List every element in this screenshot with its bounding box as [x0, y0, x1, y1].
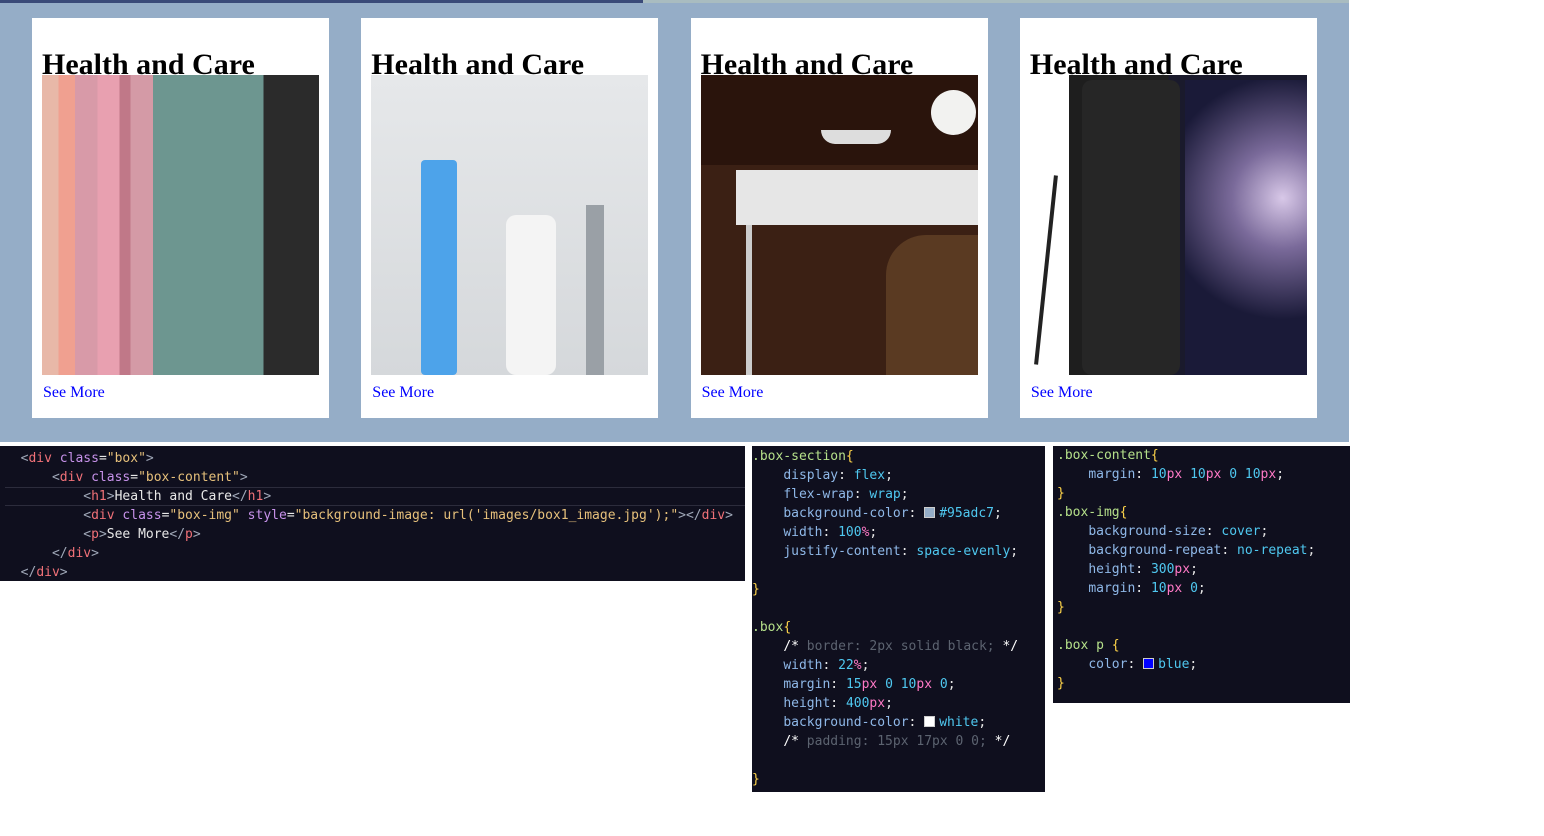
- image-shape: [1033, 175, 1058, 365]
- see-more-link[interactable]: See More: [43, 384, 105, 401]
- box: Health and Care See More: [690, 18, 988, 418]
- code-line: </div>: [20, 565, 68, 580]
- code-line: [752, 599, 1045, 618]
- see-more-link[interactable]: See More: [1030, 384, 1093, 401]
- color-swatch: [1143, 658, 1155, 669]
- image-shape: [1081, 80, 1180, 375]
- code-line: width: 100%;: [783, 525, 878, 540]
- code-line: /* border: 2px solid black; */: [783, 639, 1019, 654]
- html-code-panel: <div class="box"> <div class="box-conten…: [0, 446, 745, 581]
- image-shape: [820, 130, 891, 144]
- image-shape: [586, 205, 605, 375]
- image-shape: [506, 215, 557, 375]
- code-line: height: 300px;: [1088, 562, 1198, 577]
- code-line: [1057, 617, 1350, 636]
- code-line: justify-content: space-evenly;: [783, 544, 1019, 559]
- image-shape: [1184, 80, 1307, 375]
- code-line: .box{: [752, 620, 792, 635]
- box: Health and Care See More: [361, 18, 659, 418]
- box: Health and Care See More: [32, 18, 329, 418]
- code-line: .box-img{: [1057, 505, 1128, 520]
- box-img: [700, 75, 978, 375]
- code-line: display: flex;: [783, 468, 893, 483]
- code-line: background-color: white;: [783, 715, 987, 730]
- image-shape: [421, 160, 458, 375]
- code-line: </div>: [51, 546, 99, 561]
- code-line: <h1>Health and Care</h1>: [5, 487, 745, 506]
- top-stripe: [0, 0, 643, 3]
- color-swatch: [924, 716, 936, 727]
- code-line: }: [1057, 600, 1065, 615]
- code-line: [752, 751, 1045, 770]
- code-line: [752, 561, 1045, 580]
- code-line: margin: 15px 0 10px 0;: [783, 677, 956, 692]
- top-stripe: [643, 0, 1349, 3]
- code-line: .box-section{: [752, 449, 854, 464]
- code-line: margin: 10px 10px 0 10px;: [1088, 467, 1285, 482]
- code-line: margin: 10px 0;: [1088, 581, 1206, 596]
- code-line: }: [752, 772, 760, 787]
- image-shape: [745, 225, 752, 375]
- box: Health and Care See More: [1019, 18, 1317, 418]
- see-more-link[interactable]: See More: [701, 384, 764, 401]
- code-line: .box p {: [1057, 638, 1120, 653]
- image-shape: [735, 170, 978, 225]
- see-more-link[interactable]: See More: [372, 384, 435, 401]
- code-line: /* padding: 15px 17px 0 0; */: [783, 734, 1011, 749]
- code-line: <div class="box-img" style="background-i…: [83, 508, 733, 523]
- code-line: <div class="box-content">: [51, 470, 248, 485]
- code-line: background-size: cover;: [1088, 524, 1269, 539]
- code-line: .box-content{: [1057, 448, 1159, 463]
- code-line: <div class="box">: [20, 451, 154, 466]
- code-line: flex-wrap: wrap;: [783, 487, 909, 502]
- code-line: }: [1057, 676, 1065, 691]
- code-line: width: 22%;: [783, 658, 870, 673]
- color-swatch: [924, 507, 936, 518]
- code-line: background-color: #95adc7;: [783, 506, 1002, 521]
- code-line: background-repeat: no-repeat;: [1088, 543, 1316, 558]
- css-code-panel: .box-content{ margin: 10px 10px 0 10px;}…: [1053, 446, 1350, 703]
- image-shape: [885, 235, 978, 375]
- code-line: height: 400px;: [783, 696, 893, 711]
- box-img: [42, 75, 319, 375]
- css-code-panel: .box-section{ display: flex; flex-wrap: …: [752, 446, 1045, 792]
- code-line: color: blue;: [1088, 657, 1198, 672]
- code-line: <p>See More</p>: [83, 527, 201, 542]
- code-line: }: [1057, 486, 1065, 501]
- box-img: [371, 75, 649, 375]
- code-line: }: [752, 582, 760, 597]
- image-shape: [930, 90, 976, 135]
- box-img: [1029, 75, 1307, 375]
